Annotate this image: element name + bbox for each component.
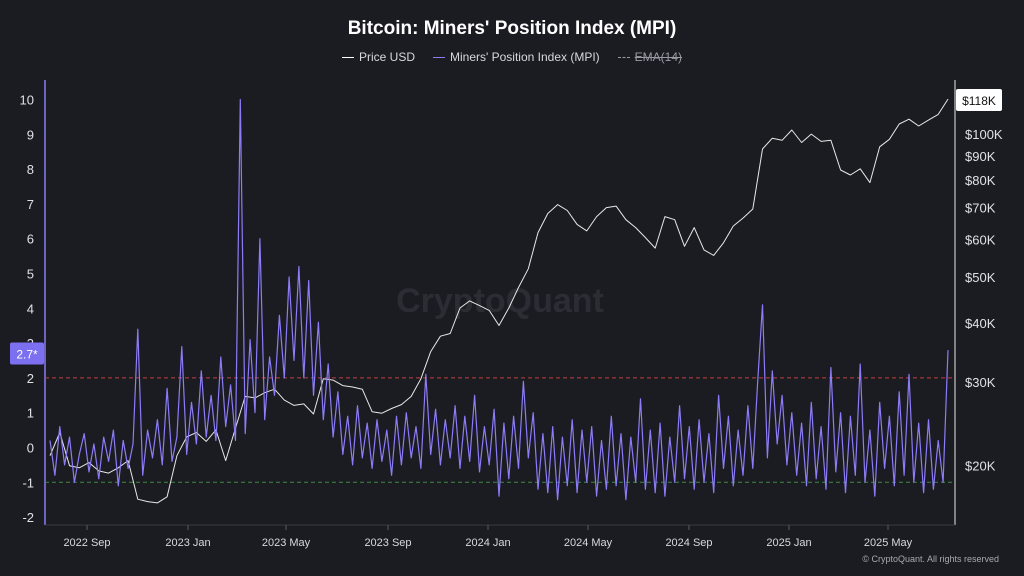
left-tick-label: 4: [27, 301, 34, 316]
legend-label-ema: EMA(14): [634, 50, 683, 64]
right-tick-label: $90K: [965, 149, 996, 164]
x-tick-label: 2022 Sep: [63, 537, 110, 549]
watermark: CryptoQuant: [396, 282, 604, 320]
left-tick-label: 0: [27, 441, 34, 456]
current-mpi-label: 2.7*: [16, 348, 38, 362]
current-price-label: $118K: [962, 94, 996, 108]
right-tick-label: $80K: [965, 173, 996, 188]
left-tick-label: 9: [27, 127, 34, 142]
right-tick-label: $100K: [965, 127, 1003, 142]
left-tick-label: 7: [27, 197, 34, 212]
left-tick-label: 5: [27, 267, 34, 282]
current-price-badge: [956, 88, 1002, 111]
x-tick-label: 2024 Jan: [465, 537, 510, 549]
legend: Price USD Miners' Position Index (MPI) E…: [0, 50, 1024, 64]
left-tick-label: 8: [27, 162, 34, 177]
current-mpi-badge: [10, 342, 44, 365]
legend-item-ema[interactable]: EMA(14): [617, 50, 683, 64]
left-tick-label: -2: [22, 510, 34, 525]
legend-label-price: Price USD: [358, 50, 415, 64]
legend-swatch-price: [341, 56, 354, 58]
left-tick-label: 1: [27, 406, 34, 421]
right-tick-label: $60K: [965, 232, 996, 247]
right-tick-label: $70K: [965, 201, 996, 216]
left-tick-label: -1: [22, 475, 34, 490]
x-tick-label: 2025 May: [864, 537, 913, 549]
right-tick-label: $50K: [965, 270, 996, 285]
legend-swatch-ema: [617, 56, 630, 58]
right-tick-label: $30K: [965, 375, 996, 390]
chart-title: Bitcoin: Miners' Position Index (MPI): [347, 18, 677, 39]
legend-item-price[interactable]: Price USD: [341, 50, 415, 64]
right-tick-label: $40K: [965, 316, 996, 331]
right-tick-label: $20K: [965, 459, 996, 474]
x-tick-label: 2025 Jan: [766, 537, 811, 549]
x-tick-label: 2023 Sep: [364, 537, 411, 549]
left-tick-label: 2: [27, 371, 34, 386]
legend-item-mpi[interactable]: Miners' Position Index (MPI): [433, 50, 600, 64]
x-tick-label: 2023 Jan: [165, 537, 210, 549]
series-line-price: [49, 98, 949, 504]
x-tick-label: 2024 May: [564, 537, 613, 549]
legend-label-mpi: Miners' Position Index (MPI): [450, 50, 600, 64]
left-tick-label: 6: [27, 232, 34, 247]
legend-swatch-mpi: [433, 56, 445, 58]
x-tick-label: 2024 Sep: [665, 537, 712, 549]
copyright-credit: © CryptoQuant. All rights reserved: [862, 554, 999, 564]
series-line-mpi: [49, 98, 949, 501]
x-tick-label: 2023 May: [262, 537, 311, 549]
left-tick-label: 10: [20, 93, 34, 108]
